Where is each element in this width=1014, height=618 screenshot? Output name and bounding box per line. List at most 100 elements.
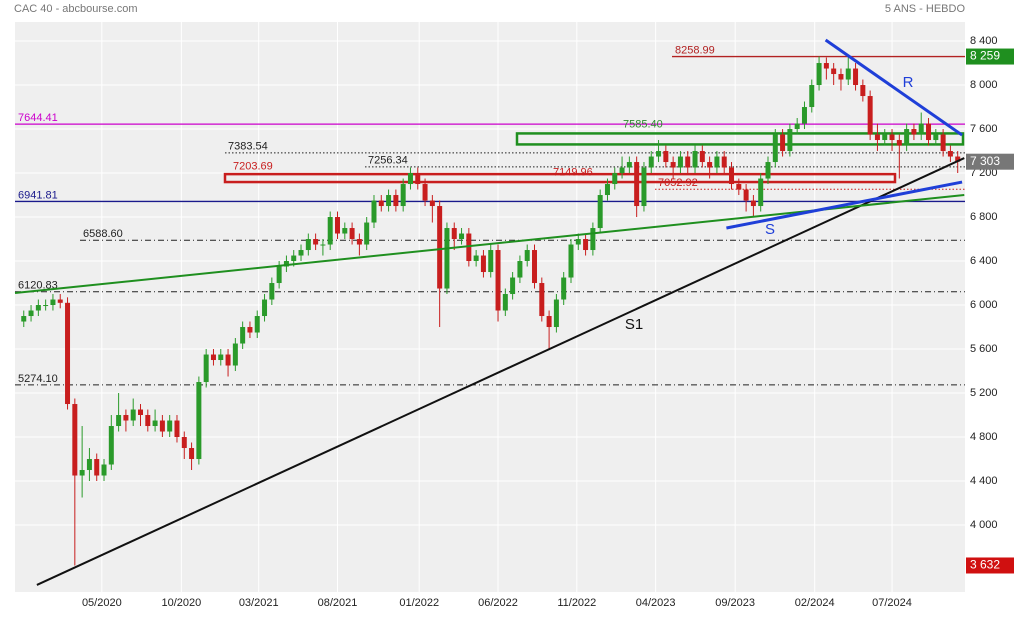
candle-body xyxy=(123,415,129,421)
level-label: 8258.99 xyxy=(675,44,715,56)
level-label: 6120.83 xyxy=(18,280,58,292)
y-tick-label: 4 400 xyxy=(970,475,998,487)
x-tick-label: 08/2021 xyxy=(318,597,358,609)
candle-body xyxy=(823,63,829,69)
candle-body xyxy=(313,239,319,245)
candle-body xyxy=(801,107,807,124)
candle-body xyxy=(196,382,202,460)
candle-body xyxy=(159,420,165,432)
level-label: 7256.34 xyxy=(368,155,408,167)
price-marker xyxy=(966,48,1014,65)
y-tick-label: 8 000 xyxy=(970,79,998,91)
candle-body xyxy=(729,167,735,185)
candle-body xyxy=(853,68,859,86)
candle-body xyxy=(714,156,720,168)
candle-body xyxy=(488,250,494,273)
candle-body xyxy=(116,415,122,427)
candle-body xyxy=(743,189,749,201)
candle-body xyxy=(816,63,822,86)
y-tick-label: 5 600 xyxy=(970,343,998,355)
candle-body xyxy=(926,123,932,141)
candle-body xyxy=(393,195,399,207)
candle-body xyxy=(736,184,742,190)
candle-body xyxy=(210,354,216,361)
candle-body xyxy=(305,239,311,251)
x-tick-label: 06/2022 xyxy=(478,597,518,609)
level-label: 6588.60 xyxy=(83,228,123,240)
x-tick-label: 01/2022 xyxy=(399,597,439,609)
candle-body xyxy=(101,464,107,476)
level-label: 5274.10 xyxy=(18,373,58,385)
candle-body xyxy=(780,134,786,152)
y-tick-label: 6 400 xyxy=(970,255,998,267)
candle-body xyxy=(28,310,34,317)
candle-body xyxy=(283,261,289,267)
candle-body xyxy=(604,184,610,196)
plot-area xyxy=(15,22,965,592)
candle-body xyxy=(298,250,304,256)
candle-body xyxy=(181,437,187,449)
candle-body xyxy=(50,299,56,306)
candle-body xyxy=(189,448,195,460)
candle-body xyxy=(152,420,158,427)
candle-body xyxy=(918,123,924,135)
candle-body xyxy=(758,178,764,207)
level-label: 7383.54 xyxy=(228,141,268,153)
x-tick-label: 11/2022 xyxy=(557,597,596,609)
candle-body xyxy=(262,299,268,317)
candle-body xyxy=(634,162,640,207)
candle-body xyxy=(378,200,384,207)
candle-body xyxy=(174,420,180,438)
candle-body xyxy=(707,162,713,168)
y-tick-label: 5 200 xyxy=(970,387,998,399)
candle-body xyxy=(364,222,370,245)
chart-subtitle: 5 ANS - HEBDO xyxy=(885,3,966,15)
y-tick-label: 8 400 xyxy=(970,35,998,47)
candle-body xyxy=(451,228,457,240)
candle-body xyxy=(721,156,727,168)
x-tick-label: 02/2024 xyxy=(795,597,835,609)
candle-body xyxy=(276,266,282,284)
candle-body xyxy=(874,134,880,141)
y-tick-label: 4 000 xyxy=(970,519,998,531)
trend-label: S xyxy=(765,221,775,238)
candle-body xyxy=(218,354,224,361)
candle-body xyxy=(502,294,508,311)
candle-body xyxy=(517,261,523,278)
candle-body xyxy=(495,250,501,311)
candle-body xyxy=(320,244,326,246)
candle-body xyxy=(86,459,92,471)
zone xyxy=(515,132,965,146)
candle-body xyxy=(342,228,348,234)
candle-body xyxy=(838,74,844,80)
candle-body xyxy=(904,129,910,146)
candle-body xyxy=(568,244,574,278)
candle-body xyxy=(371,200,377,223)
trend-label: R xyxy=(903,74,914,91)
candle-body xyxy=(327,217,333,245)
y-tick-label: 6 800 xyxy=(970,211,998,223)
candle-body xyxy=(35,305,41,311)
x-tick-label: 04/2023 xyxy=(636,597,676,609)
y-tick-label: 7 200 xyxy=(970,167,998,179)
x-tick-label: 05/2020 xyxy=(82,597,122,609)
level-label: 7203.69 xyxy=(233,161,273,173)
candle-body xyxy=(203,354,209,383)
candle-body xyxy=(437,206,443,289)
chart-title: CAC 40 - abcbourse.com xyxy=(14,3,138,15)
trend-line xyxy=(726,180,963,230)
candle-body xyxy=(21,316,27,322)
candle-body xyxy=(794,123,800,130)
candle-body xyxy=(670,162,676,168)
candle-body xyxy=(831,68,837,75)
candle-body xyxy=(72,404,78,476)
candle-body xyxy=(400,184,406,207)
candle-body xyxy=(415,173,421,185)
candle-body xyxy=(466,233,472,262)
candle-body xyxy=(896,140,902,146)
candle-body xyxy=(955,156,961,162)
candle-body xyxy=(940,134,946,152)
zone xyxy=(223,172,897,184)
